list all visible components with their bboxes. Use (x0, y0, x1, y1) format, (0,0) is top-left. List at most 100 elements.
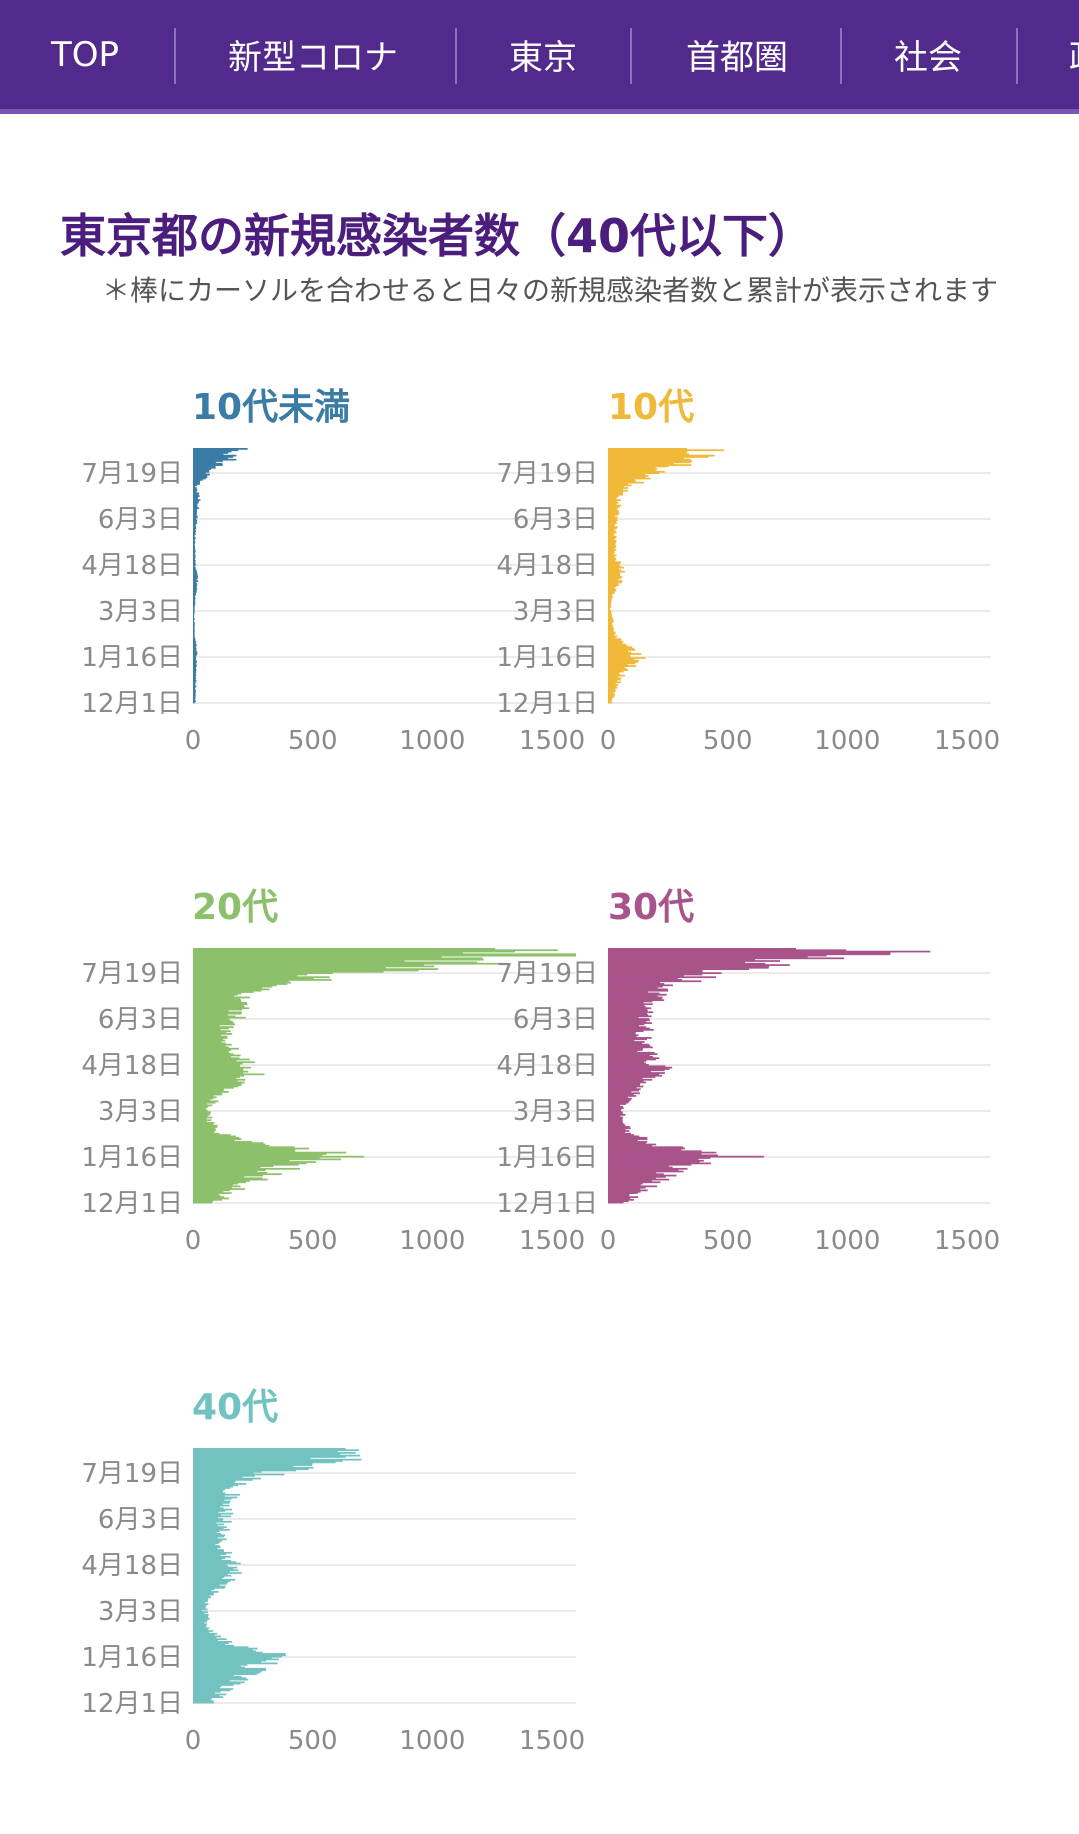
bar[interactable] (608, 627, 614, 630)
bar[interactable] (193, 676, 196, 678)
bar[interactable] (193, 1659, 267, 1662)
bar[interactable] (193, 1474, 255, 1477)
bar[interactable] (193, 1592, 214, 1595)
bar[interactable] (193, 1108, 206, 1111)
bar[interactable] (193, 1043, 232, 1046)
bar[interactable] (193, 1692, 215, 1694)
bar[interactable] (608, 662, 636, 665)
bar[interactable] (608, 658, 635, 661)
bar[interactable] (608, 1173, 664, 1176)
bar[interactable] (608, 1184, 641, 1186)
bar[interactable] (193, 644, 197, 647)
bar[interactable] (193, 1650, 257, 1653)
bar[interactable] (193, 561, 196, 564)
bar[interactable] (608, 585, 617, 588)
bar[interactable] (193, 628, 195, 631)
bar[interactable] (193, 972, 333, 975)
bar[interactable] (193, 1095, 214, 1097)
bar[interactable] (193, 1593, 214, 1596)
bar[interactable] (608, 1039, 635, 1042)
bar[interactable] (608, 530, 616, 533)
bar[interactable] (193, 1458, 362, 1461)
bar[interactable] (193, 448, 248, 450)
bar[interactable] (193, 964, 425, 966)
bar[interactable] (193, 1665, 241, 1667)
bar[interactable] (193, 1676, 242, 1678)
bar[interactable] (193, 977, 314, 980)
bar[interactable] (193, 577, 198, 580)
bar[interactable] (193, 1190, 224, 1193)
bar[interactable] (193, 1533, 222, 1535)
bar[interactable] (193, 666, 196, 669)
bar[interactable] (193, 591, 197, 593)
bar[interactable] (608, 964, 790, 966)
bar[interactable] (193, 954, 576, 957)
bar[interactable] (193, 1088, 225, 1091)
bar[interactable] (608, 504, 621, 507)
bar[interactable] (608, 480, 636, 483)
bar[interactable] (193, 1000, 242, 1003)
bar[interactable] (193, 1100, 219, 1103)
bar[interactable] (193, 1651, 263, 1654)
bar[interactable] (193, 516, 198, 519)
bar[interactable] (193, 1123, 214, 1126)
bar[interactable] (193, 500, 199, 503)
bar[interactable] (193, 1568, 234, 1570)
bar[interactable] (193, 1566, 238, 1569)
bar[interactable] (608, 1026, 647, 1028)
bar[interactable] (608, 549, 617, 551)
bar[interactable] (193, 956, 442, 958)
bar[interactable] (193, 573, 198, 576)
bar[interactable] (193, 1601, 205, 1604)
bar[interactable] (193, 473, 210, 476)
bar[interactable] (193, 558, 196, 561)
bar[interactable] (608, 491, 624, 493)
bar[interactable] (193, 565, 195, 568)
bar[interactable] (608, 569, 621, 572)
bar[interactable] (608, 470, 665, 473)
bar[interactable] (608, 541, 617, 543)
bar[interactable] (193, 507, 200, 510)
bar[interactable] (193, 1134, 231, 1136)
bar[interactable] (608, 526, 618, 528)
bar[interactable] (193, 1014, 228, 1016)
bar[interactable] (608, 1153, 702, 1155)
bar[interactable] (193, 465, 216, 468)
bar[interactable] (608, 667, 627, 670)
bar[interactable] (608, 1022, 653, 1024)
bar[interactable] (608, 628, 614, 631)
bar[interactable] (193, 489, 198, 492)
bar[interactable] (608, 1042, 643, 1045)
bar[interactable] (608, 669, 629, 672)
bar[interactable] (193, 1661, 262, 1663)
bar[interactable] (193, 1639, 219, 1642)
bar[interactable] (608, 677, 622, 680)
bar[interactable] (193, 655, 196, 658)
bar[interactable] (193, 559, 196, 562)
bar[interactable] (608, 1018, 650, 1020)
bar[interactable] (608, 1091, 632, 1093)
bar[interactable] (193, 1582, 227, 1585)
bar[interactable] (193, 1510, 226, 1512)
bar[interactable] (608, 473, 646, 476)
bar[interactable] (193, 1167, 300, 1170)
bar[interactable] (193, 1136, 240, 1139)
bar[interactable] (193, 1061, 255, 1064)
bar[interactable] (608, 1170, 684, 1173)
bar[interactable] (193, 1027, 229, 1030)
bar[interactable] (608, 487, 629, 489)
bar[interactable] (193, 515, 198, 518)
bar[interactable] (193, 1635, 222, 1638)
bar[interactable] (193, 1613, 209, 1616)
bar[interactable] (193, 1158, 342, 1161)
bar[interactable] (608, 670, 624, 673)
bar[interactable] (193, 485, 196, 488)
bar[interactable] (193, 1681, 245, 1684)
bar[interactable] (608, 582, 619, 585)
bar[interactable] (193, 554, 196, 557)
bar[interactable] (608, 1169, 679, 1172)
nav-item-tokyo[interactable]: 東京 (509, 38, 577, 78)
bar[interactable] (193, 1197, 229, 1200)
bar[interactable] (193, 1051, 230, 1054)
bar[interactable] (193, 662, 197, 665)
